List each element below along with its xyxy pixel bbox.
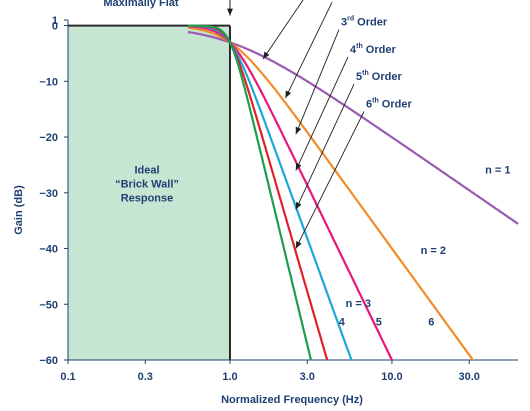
y-tick-label: −50 [39, 299, 58, 311]
curves-layer [187, 24, 519, 360]
axes-layer: 10 −10 −20 −30 −40 −50 −600.1 0.3 1.0 3.0 10.0 30.0 [39, 15, 518, 383]
x-tick-label: 3.0 [300, 371, 315, 383]
y-axis-label: Gain (dB) [13, 185, 25, 235]
order-arrow [295, 29, 340, 135]
curve-order-6 [187, 24, 313, 360]
ideal-region-label-line: “Brick Wall” [115, 178, 179, 190]
x-tick-label: 1.0 [222, 371, 237, 383]
curve-order-1 [187, 30, 519, 225]
x-tick-label: 0.1 [60, 371, 75, 383]
ideal-region-layer: Ideal “Brick Wall” Response [68, 24, 231, 361]
annotations-layer: n = 1n = 2n = 345690° CornerMaximally Fl… [103, 0, 510, 328]
y-tick-label: 0 [52, 21, 58, 33]
curve-label-order-1: n = 1 [485, 164, 510, 176]
order-arrow [295, 111, 365, 249]
order-arrow [295, 56, 349, 171]
curve-label-order-5: 5 [376, 316, 382, 328]
order-annotation: 5th Order [356, 70, 402, 83]
order-arrow [262, 0, 304, 60]
y-tick-label: −30 [39, 188, 58, 200]
y-tick-label: −60 [39, 355, 58, 367]
order-arrow [295, 84, 355, 210]
order-annotation: 3rd Order [341, 16, 388, 29]
ideal-region-fill [68, 25, 230, 361]
y-tick-label: −10 [39, 76, 58, 88]
y-tick-label: −40 [39, 244, 58, 256]
x-tick-label: 30.0 [459, 371, 480, 383]
curve-label-order-3: n = 3 [346, 298, 371, 310]
x-tick-label: 10.0 [381, 371, 402, 383]
order-annotation: 4th Order [350, 43, 396, 56]
curve-order-4 [187, 24, 353, 360]
x-axis-label: Normalized Frequency (Hz) [221, 394, 363, 406]
curve-label-order-4: 4 [339, 316, 346, 328]
curve-order-3 [187, 25, 394, 360]
y-tick-label: 1 [52, 15, 58, 27]
curve-label-order-2: n = 2 [421, 245, 446, 257]
x-tick-label: 0.3 [138, 371, 153, 383]
order-annotation: 6th Order [366, 98, 412, 111]
curve-order-2 [187, 26, 475, 360]
order-arrow [285, 2, 333, 99]
ideal-region-label-line: Response [121, 192, 174, 204]
ideal-region-label-line: Ideal [134, 164, 159, 176]
maximally-flat-label: Maximally Flat [103, 0, 179, 9]
order-annotation: 2nd Order [334, 0, 382, 1]
curve-label-order-6: 6 [428, 316, 434, 328]
y-tick-label: −20 [39, 132, 58, 144]
